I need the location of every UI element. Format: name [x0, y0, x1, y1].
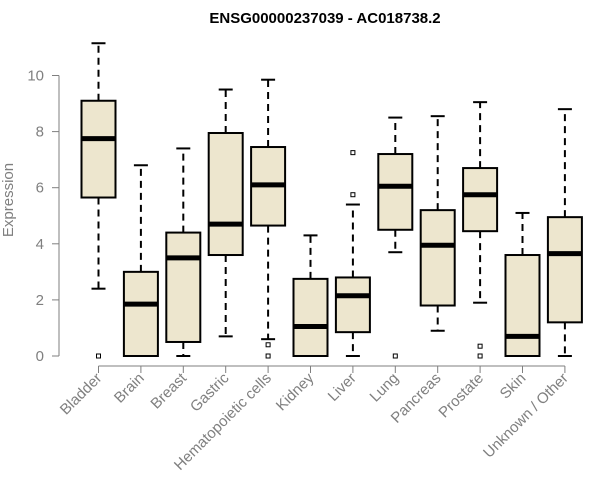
- y-tick-label: 2: [36, 292, 44, 309]
- y-axis-label: Expression: [0, 163, 17, 237]
- box: [334, 276, 371, 334]
- box-group: [462, 101, 499, 359]
- box-group: [207, 88, 244, 338]
- y-tick-label: 0: [36, 348, 44, 365]
- outlier-point: [477, 353, 483, 359]
- box-group: [504, 211, 541, 358]
- outlier-point: [350, 150, 356, 156]
- box-group: [334, 150, 371, 357]
- box: [546, 216, 583, 324]
- outlier-point: [265, 342, 271, 348]
- box: [462, 167, 499, 233]
- outlier-point: [96, 353, 101, 359]
- x-tick-label: Breast: [147, 369, 190, 412]
- y-tick-label: 4: [36, 236, 44, 253]
- y-tick-label: 8: [36, 124, 44, 141]
- x-tick-label: Prostate: [435, 370, 487, 422]
- box: [207, 132, 244, 257]
- box-group: [122, 164, 159, 358]
- y-axis: 0 2 4 6 8 10: [27, 68, 60, 365]
- box: [419, 209, 456, 307]
- plot-area: [80, 42, 583, 359]
- outlier-point: [265, 353, 271, 359]
- box: [122, 270, 159, 358]
- x-tick-label: Brain: [111, 370, 148, 407]
- outlier-point: [350, 192, 356, 198]
- box: [292, 277, 329, 357]
- x-tick-label: Kidney: [273, 369, 318, 414]
- x-tick-label: Lung: [367, 370, 403, 406]
- box-group: [165, 147, 202, 357]
- box: [80, 99, 117, 199]
- x-tick-label: Bladder: [57, 370, 106, 419]
- y-tick-label: 6: [36, 180, 44, 197]
- box: [377, 153, 414, 231]
- box-group: [546, 108, 583, 357]
- box: [165, 231, 202, 343]
- outlier-point: [392, 353, 398, 359]
- outlier-point: [477, 343, 483, 349]
- box-group: [377, 116, 414, 359]
- box-group: [292, 234, 329, 357]
- box-group: [80, 42, 117, 359]
- x-tick-label: Liver: [325, 370, 360, 405]
- chart-title: ENSG00000237039 - AC018738.2: [209, 10, 440, 27]
- y-tick-label: 10: [27, 68, 44, 85]
- box-group: [419, 115, 456, 332]
- x-tick-label: Skin: [497, 370, 530, 403]
- box-group: [250, 78, 287, 359]
- box: [504, 254, 541, 358]
